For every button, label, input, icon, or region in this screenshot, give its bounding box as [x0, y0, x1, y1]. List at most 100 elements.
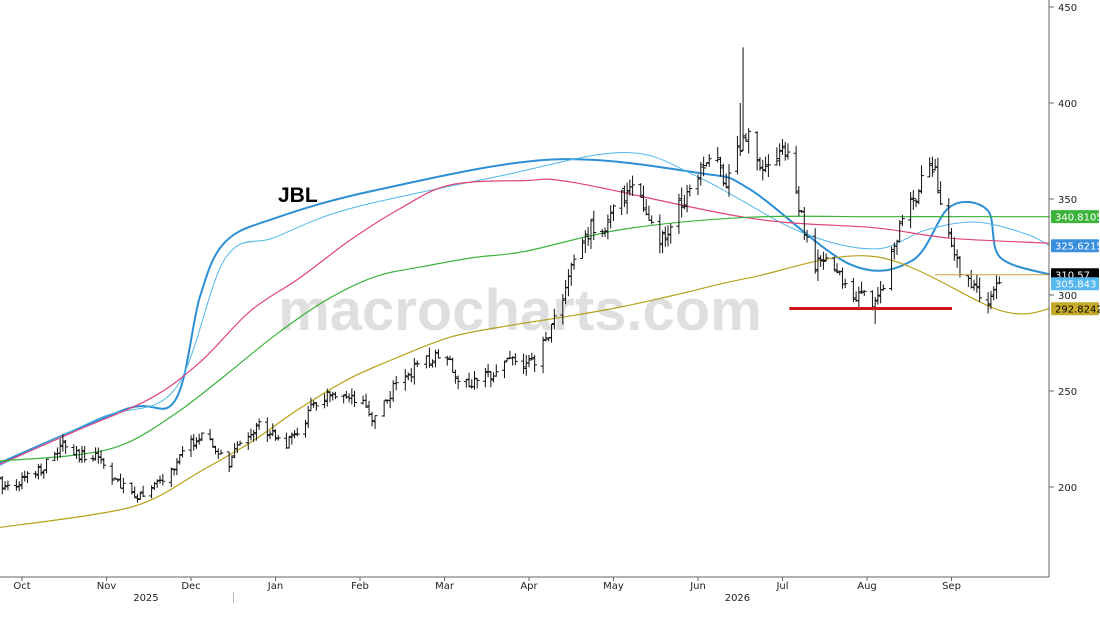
- price-bar: [991, 286, 997, 301]
- price-bar: [757, 156, 763, 171]
- price-bar: [16, 481, 22, 492]
- price-bar: [472, 370, 477, 390]
- x-tick-label: Jul: [775, 581, 788, 592]
- price-bar: [98, 450, 104, 464]
- price-bar: [463, 378, 469, 388]
- price-bar: [488, 370, 494, 388]
- price-bar: [657, 214, 663, 254]
- x-tick-label: Aug: [857, 581, 877, 592]
- price-bar: [188, 435, 194, 458]
- price-bar: [551, 308, 557, 330]
- price-bar: [608, 205, 614, 229]
- value-tag: 292.8242: [1051, 302, 1100, 316]
- price-bar: [95, 447, 101, 464]
- price-bar: [543, 331, 549, 342]
- price-bar: [799, 210, 804, 214]
- price-bar: [237, 440, 243, 446]
- value-tag-label: 325.6215: [1055, 242, 1100, 253]
- price-bar: [785, 143, 791, 160]
- price-bar: [526, 354, 532, 368]
- price-bar: [35, 463, 41, 480]
- price-bar: [889, 246, 894, 291]
- price-bar: [311, 400, 317, 408]
- price-bar: [529, 352, 535, 361]
- y-axis-ticks: 200 250 300 350 400 450: [1049, 3, 1077, 494]
- price-bar: [90, 455, 96, 462]
- price-bar: [303, 419, 308, 438]
- price-bar: [79, 445, 85, 463]
- price-bar: [823, 253, 829, 262]
- price-bar: [264, 417, 270, 442]
- price-bar: [908, 192, 914, 229]
- price-bar: [740, 47, 746, 152]
- x-tick-label: Sep: [942, 581, 961, 592]
- price-bar: [13, 479, 19, 491]
- price-bar: [174, 458, 180, 476]
- y-tick-label: 450: [1058, 3, 1077, 14]
- x-tick-label: Jun: [689, 581, 706, 592]
- price-bar: [286, 435, 292, 449]
- price-bar: [988, 290, 994, 310]
- price-bar: [44, 458, 49, 474]
- price-bar: [665, 225, 671, 247]
- price-bar: [599, 229, 605, 237]
- price-bar: [698, 161, 704, 186]
- price-bar: [706, 154, 712, 167]
- price-bar: [662, 226, 668, 247]
- price-bar: [455, 375, 461, 390]
- price-bar: [927, 157, 933, 178]
- x-tick-label: Oct: [13, 581, 30, 592]
- price-bar: [782, 141, 788, 161]
- price-bar: [521, 353, 526, 374]
- price-bar: [704, 162, 709, 167]
- price-bar: [638, 183, 644, 198]
- price-bar: [63, 439, 69, 454]
- price-bar: [910, 189, 916, 210]
- price-bar: [270, 423, 276, 437]
- price-bar: [352, 391, 357, 408]
- price-bar: [363, 393, 369, 408]
- price-bar: [121, 477, 126, 494]
- price-bar: [0, 478, 2, 480]
- price-bar: [630, 175, 635, 196]
- price-bar: [254, 422, 259, 441]
- moving-average-line: [0, 215, 1050, 462]
- value-tag: 340.8105: [1051, 210, 1100, 223]
- price-bar: [560, 294, 566, 325]
- price-bar: [444, 355, 450, 366]
- price-bar: [897, 220, 903, 243]
- price-bar: [251, 429, 257, 442]
- price-bar: [766, 154, 771, 178]
- price-bar: [115, 478, 121, 483]
- price-bar: [369, 411, 375, 427]
- price-bar: [641, 185, 646, 212]
- value-tag: 305.843: [1051, 277, 1099, 291]
- price-bar: [815, 249, 821, 281]
- price-bar: [381, 400, 387, 417]
- x-tick-label: Apr: [520, 581, 538, 592]
- price-bar: [549, 323, 554, 343]
- price-bar: [427, 347, 432, 368]
- price-bar: [932, 159, 938, 171]
- price-bar: [850, 277, 856, 302]
- price-bar: [946, 198, 952, 238]
- price-bar: [168, 467, 174, 487]
- price-bars: [0, 47, 1002, 503]
- price-bar: [985, 292, 991, 314]
- x-tick-label: May: [603, 581, 624, 592]
- price-bar: [695, 174, 701, 196]
- price-bar: [453, 369, 458, 384]
- price-bar: [679, 187, 685, 218]
- y-tick-label: 200: [1058, 483, 1077, 494]
- price-bar: [842, 278, 848, 288]
- price-bar: [493, 364, 499, 377]
- price-bar: [831, 256, 837, 272]
- price-bar: [25, 471, 30, 484]
- price-bar: [611, 204, 616, 222]
- price-bar: [474, 378, 480, 389]
- price-bar: [129, 482, 135, 495]
- price-bar: [916, 188, 922, 205]
- price-bar: [774, 147, 780, 166]
